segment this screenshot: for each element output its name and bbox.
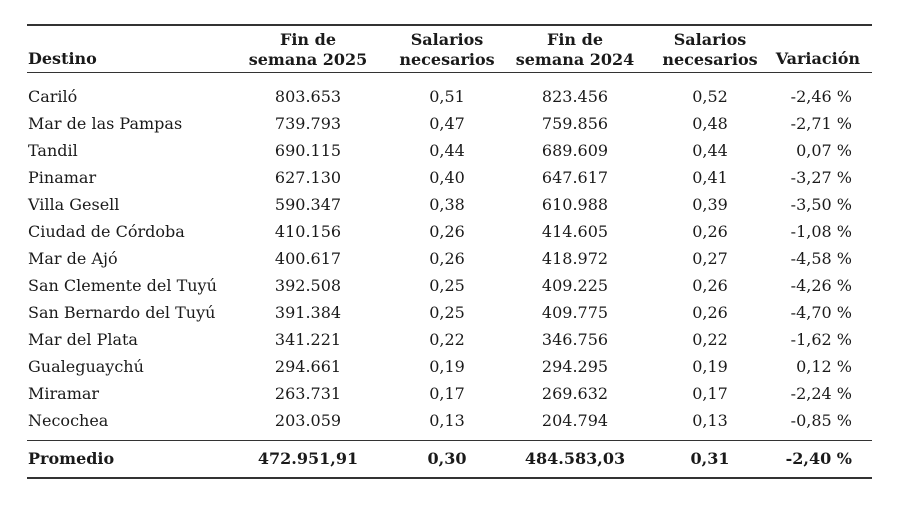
- cell-destino: San Clemente del Tuyú: [28, 276, 217, 295]
- cell-salarios-2025: 0,44: [429, 141, 465, 160]
- header-destino: Destino: [28, 49, 97, 68]
- cell-variacion: -1,62 %: [790, 330, 852, 349]
- cell-variacion: -2,46 %: [790, 87, 852, 106]
- cell-fin-semana-2025: 203.059: [274, 411, 342, 430]
- cell-destino: San Bernardo del Tuyú: [28, 303, 216, 322]
- header-fin-semana-2025: Fin de: [279, 30, 337, 49]
- cell-salarios-2025: 0,19: [429, 357, 465, 376]
- header-fin-semana-2024: semana 2024: [515, 50, 635, 69]
- cell-salarios-2024: 0,17: [692, 384, 728, 403]
- cell-salarios-2024: 0,26: [692, 276, 728, 295]
- cell-salarios-2024: 0,52: [692, 87, 728, 106]
- cell-fin-semana-2024: 647.617: [541, 168, 609, 187]
- cell-salarios-2024: 0,26: [692, 303, 728, 322]
- cell-fin-semana-2025: 341.221: [274, 330, 342, 349]
- cell-salarios-2024: 0,19: [692, 357, 728, 376]
- cell-fin-semana-2024: 418.972: [541, 249, 609, 268]
- cell-variacion: -4,58 %: [790, 249, 852, 268]
- cell-salarios-2025: 0,22: [429, 330, 465, 349]
- cell-destino: Pinamar: [28, 168, 97, 187]
- cell-salarios-2025: 0,25: [429, 303, 465, 322]
- cell-fin-semana-2025: 391.384: [274, 303, 342, 322]
- cell-fin-semana-2024: 610.988: [541, 195, 609, 214]
- cell-salarios-2025: 0,13: [429, 411, 465, 430]
- cell-destino: Necochea: [28, 411, 109, 430]
- cell-fin-semana-2025: 392.508: [274, 276, 342, 295]
- cell-fin-semana-2024: 294.295: [541, 357, 609, 376]
- cell-variacion: -4,70 %: [790, 303, 852, 322]
- top-rule: [27, 24, 872, 26]
- cell-destino: Mar de las Pampas: [28, 114, 183, 133]
- header-fin-semana-2024: Fin de: [546, 30, 604, 49]
- cell-salarios-2024: 0,39: [692, 195, 728, 214]
- cell-salarios-2025: 0,47: [429, 114, 465, 133]
- header-fin-semana-2025: semana 2025: [248, 50, 368, 69]
- cell-salarios-2024: 0,27: [692, 249, 728, 268]
- header-salarios-2024: Salarios: [673, 30, 747, 49]
- cell-salarios-2025: 0,38: [429, 195, 465, 214]
- cell-salarios-2025: 0,25: [429, 276, 465, 295]
- cell-fin-semana-2024: 484.583,03: [524, 449, 626, 468]
- cell-salarios-2024: 0,41: [692, 168, 728, 187]
- cell-variacion: -2,24 %: [790, 384, 852, 403]
- header-salarios-2024: necesarios: [662, 50, 758, 69]
- cell-fin-semana-2024: 409.775: [541, 303, 609, 322]
- cell-salarios-2025: 0,40: [429, 168, 465, 187]
- cell-salarios-2024: 0,44: [692, 141, 728, 160]
- cell-variacion: -2,71 %: [790, 114, 852, 133]
- header-salarios-2025: Salarios: [410, 30, 484, 49]
- cell-salarios-2025: 0,26: [429, 222, 465, 241]
- cell-destino: Mar del Plata: [28, 330, 138, 349]
- cell-salarios-2024: 0,13: [692, 411, 728, 430]
- cell-fin-semana-2025: 472.951,91: [257, 449, 359, 468]
- cell-salarios-2024: 0,31: [690, 449, 730, 468]
- cell-fin-semana-2025: 739.793: [274, 114, 342, 133]
- cell-destino: Miramar: [28, 384, 100, 403]
- cell-fin-semana-2025: 627.130: [274, 168, 342, 187]
- cell-fin-semana-2024: 759.856: [541, 114, 609, 133]
- cell-variacion: -3,50 %: [790, 195, 852, 214]
- cell-fin-semana-2024: 414.605: [541, 222, 609, 241]
- header-salarios-2025: necesarios: [399, 50, 495, 69]
- cell-variacion: -3,27 %: [790, 168, 852, 187]
- cell-destino: Gualeguaychú: [28, 357, 144, 376]
- header-rule: [27, 72, 872, 73]
- cell-destino: Tandil: [28, 141, 78, 160]
- cell-variacion: 0,07 %: [796, 141, 852, 160]
- total-rule: [27, 440, 872, 441]
- cell-fin-semana-2024: 346.756: [541, 330, 609, 349]
- cell-fin-semana-2025: 590.347: [274, 195, 342, 214]
- cell-destino: Cariló: [28, 87, 78, 106]
- cell-destino: Villa Gesell: [28, 195, 120, 214]
- cell-destino: Mar de Ajó: [28, 249, 118, 268]
- cell-destino: Promedio: [28, 449, 115, 468]
- cell-salarios-2024: 0,48: [692, 114, 728, 133]
- cell-variacion: -4,26 %: [790, 276, 852, 295]
- cell-fin-semana-2025: 400.617: [274, 249, 342, 268]
- cell-variacion: -0,85 %: [790, 411, 852, 430]
- cell-fin-semana-2025: 294.661: [274, 357, 342, 376]
- cell-fin-semana-2024: 409.225: [541, 276, 609, 295]
- cell-fin-semana-2024: 269.632: [541, 384, 609, 403]
- cell-fin-semana-2025: 410.156: [274, 222, 342, 241]
- cell-fin-semana-2024: 689.609: [541, 141, 609, 160]
- cell-fin-semana-2024: 204.794: [541, 411, 609, 430]
- cell-destino: Ciudad de Córdoba: [28, 222, 185, 241]
- cell-salarios-2025: 0,26: [429, 249, 465, 268]
- cell-salarios-2024: 0,22: [692, 330, 728, 349]
- cell-salarios-2025: 0,30: [427, 449, 467, 468]
- cell-fin-semana-2025: 803.653: [274, 87, 342, 106]
- cell-variacion: -2,40 %: [785, 449, 852, 468]
- cell-fin-semana-2025: 690.115: [274, 141, 342, 160]
- cell-fin-semana-2024: 823.456: [541, 87, 609, 106]
- cell-fin-semana-2025: 263.731: [274, 384, 342, 403]
- cell-salarios-2025: 0,51: [429, 87, 465, 106]
- bottom-rule: [27, 477, 872, 479]
- cell-variacion: -1,08 %: [790, 222, 852, 241]
- header-variacion: Variación: [775, 49, 860, 68]
- cell-variacion: 0,12 %: [796, 357, 852, 376]
- cell-salarios-2025: 0,17: [429, 384, 465, 403]
- cell-salarios-2024: 0,26: [692, 222, 728, 241]
